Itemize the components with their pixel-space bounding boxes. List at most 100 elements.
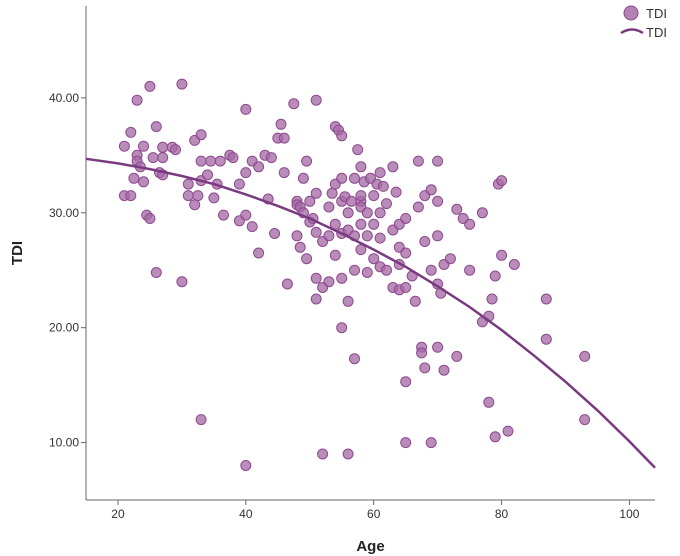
scatter-point: [349, 264, 360, 276]
scatter-point: [425, 184, 437, 196]
scatter-point: [275, 118, 287, 130]
scatter-point: [377, 180, 389, 192]
y-axis-title: TDI: [9, 241, 26, 265]
scatter-point: [336, 130, 348, 142]
scatter-point: [540, 293, 552, 305]
scatter-point: [157, 152, 169, 164]
scatter-point: [291, 230, 303, 242]
scatter-point: [157, 141, 169, 153]
scatter-point: [310, 187, 322, 199]
y-tick-label: 30.00: [49, 206, 79, 220]
scatter-point: [432, 341, 444, 353]
scatter-point: [451, 350, 463, 362]
scatter-point: [323, 230, 335, 242]
scatter-point: [496, 249, 508, 261]
scatter-point: [355, 190, 367, 202]
scatter-point: [138, 140, 149, 152]
scatter-point: [240, 460, 252, 471]
scatter-point: [419, 362, 431, 374]
scatter-point: [336, 172, 348, 184]
scatter-point: [240, 103, 252, 115]
scatter-point: [147, 152, 159, 164]
scatter-point: [253, 161, 265, 173]
scatter-point: [310, 226, 322, 238]
y-axis-ticks: 10.00 20.00 30.00 40.00: [49, 91, 86, 450]
scatter-point: [323, 276, 335, 288]
scatter-point: [400, 376, 412, 388]
scatter-point: [361, 230, 373, 242]
scatter-point: [310, 94, 322, 106]
x-axis-title: Age: [356, 538, 384, 555]
scatter-point: [326, 187, 338, 199]
scatter-point: [301, 155, 313, 167]
scatter-point: [361, 267, 373, 278]
scatter-point: [329, 249, 341, 261]
scatter-point: [278, 167, 290, 179]
scatter-point: [355, 244, 367, 256]
scatter-point: [144, 80, 156, 92]
scatter-point: [540, 333, 552, 345]
legend-marker-icon: [623, 5, 639, 21]
scatter-point: [483, 396, 495, 408]
scatter-point: [579, 414, 591, 426]
scatter-point: [182, 178, 194, 190]
scatter-point: [349, 172, 360, 184]
scatter-point: [294, 241, 306, 253]
scatter-point: [425, 437, 437, 449]
axes: [85, 6, 655, 501]
scatter-point: [269, 228, 281, 239]
scatter-point: [374, 232, 386, 244]
scatter-point: [189, 199, 201, 211]
scatter-point: [214, 155, 226, 167]
x-tick-label: 20: [111, 507, 125, 521]
scatter-point: [195, 414, 207, 426]
scatter-point: [233, 178, 245, 190]
scatter-point: [301, 253, 313, 265]
x-tick-label: 60: [367, 507, 381, 521]
scatter-point: [336, 272, 348, 284]
x-tick-label: 100: [619, 507, 639, 521]
scatter-point: [176, 276, 188, 288]
x-axis-ticks: 20 40 60 80 100: [111, 500, 640, 521]
scatter-point: [387, 161, 399, 173]
scatter-point: [336, 322, 348, 334]
scatter-point: [361, 207, 373, 219]
scatter-point: [419, 236, 431, 247]
scatter-point: [218, 209, 229, 221]
scatter-point: [412, 155, 424, 167]
scatter-point: [368, 253, 380, 265]
scatter-point: [412, 201, 424, 213]
scatter-point: [304, 195, 316, 207]
scatter-point: [342, 448, 354, 460]
scatter-point: [400, 247, 412, 259]
scatter-point: [150, 121, 162, 133]
scatter-point: [579, 350, 591, 362]
fit-line: [85, 157, 656, 469]
scatter-point: [240, 209, 252, 221]
scatter-point: [416, 347, 428, 359]
scatter-point: [192, 190, 204, 202]
y-tick-label: 10.00: [49, 436, 79, 450]
scatter-point: [409, 295, 421, 307]
scatter-point: [489, 270, 501, 282]
scatter-point: [310, 272, 322, 284]
scatter-point: [297, 172, 309, 184]
scatter-point: [125, 126, 137, 138]
legend-label-line: TDI: [646, 25, 667, 40]
scatter-point: [125, 190, 137, 202]
scatter-point: [464, 218, 476, 230]
scatter-point: [205, 155, 217, 167]
scatter-point: [281, 278, 293, 290]
scatter-point: [265, 152, 277, 164]
scatter-point: [195, 129, 207, 141]
scatter-point: [390, 186, 402, 198]
scatter-point: [150, 267, 162, 278]
legend-line-icon: [620, 28, 644, 35]
scatter-point: [432, 230, 444, 242]
scatter-point: [253, 247, 265, 259]
scatter-point: [355, 218, 367, 230]
scatter-point: [438, 364, 450, 376]
scatter-point: [352, 144, 364, 156]
y-tick-label: 20.00: [49, 321, 79, 335]
